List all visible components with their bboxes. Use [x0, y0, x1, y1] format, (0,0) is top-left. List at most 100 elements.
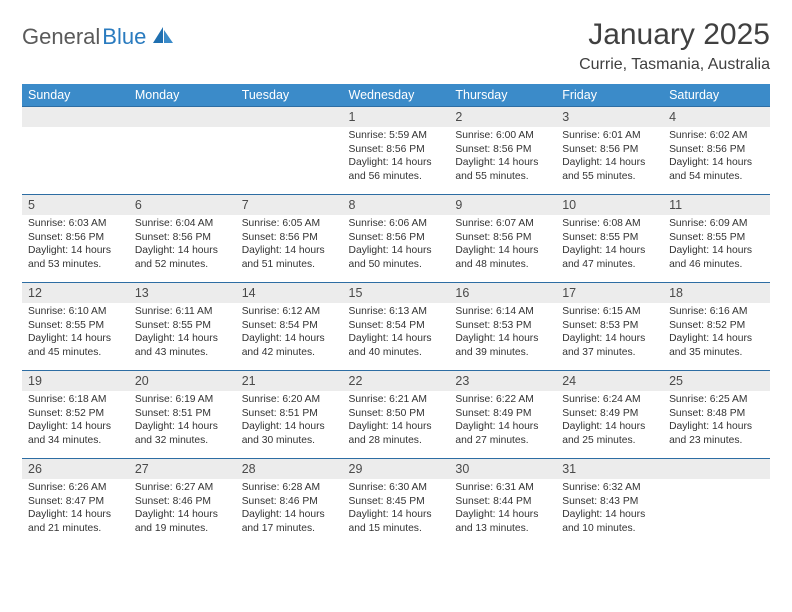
calendar-cell: 26Sunrise: 6:26 AMSunset: 8:47 PMDayligh… [22, 459, 129, 547]
detail-line: Daylight: 14 hours and 19 minutes. [135, 508, 230, 535]
calendar-cell: 24Sunrise: 6:24 AMSunset: 8:49 PMDayligh… [556, 371, 663, 459]
detail-line: Sunset: 8:56 PM [28, 231, 123, 245]
detail-line: Sunset: 8:56 PM [135, 231, 230, 245]
detail-line: Daylight: 14 hours and 54 minutes. [669, 156, 764, 183]
day-details: Sunrise: 6:00 AMSunset: 8:56 PMDaylight:… [449, 127, 556, 187]
calendar-week: 26Sunrise: 6:26 AMSunset: 8:47 PMDayligh… [22, 459, 770, 547]
day-details: Sunrise: 6:12 AMSunset: 8:54 PMDaylight:… [236, 303, 343, 363]
detail-line: Sunrise: 6:06 AM [349, 217, 444, 231]
calendar-cell: 4 Sunrise: 6:02 AMSunset: 8:56 PMDaylight… [663, 107, 770, 195]
detail-line: Sunrise: 6:21 AM [349, 393, 444, 407]
calendar-cell [236, 107, 343, 195]
detail-line: Sunset: 8:48 PM [669, 407, 764, 421]
calendar-cell: 3Sunrise: 6:01 AMSunset: 8:56 PMDaylight… [556, 107, 663, 195]
detail-line: Sunrise: 6:27 AM [135, 481, 230, 495]
detail-line: Sunset: 8:56 PM [242, 231, 337, 245]
day-number: 2 [449, 107, 556, 127]
detail-line: Daylight: 14 hours and 30 minutes. [242, 420, 337, 447]
detail-line: Sunset: 8:51 PM [135, 407, 230, 421]
detail-line: Daylight: 14 hours and 34 minutes. [28, 420, 123, 447]
detail-line: Sunset: 8:53 PM [562, 319, 657, 333]
detail-line: Sunset: 8:53 PM [455, 319, 550, 333]
day-details: Sunrise: 6:28 AMSunset: 8:46 PMDaylight:… [236, 479, 343, 539]
day-details: Sunrise: 6:18 AMSunset: 8:52 PMDaylight:… [22, 391, 129, 451]
logo: General Blue [22, 18, 175, 50]
day-details: Sunrise: 6:10 AMSunset: 8:55 PMDaylight:… [22, 303, 129, 363]
day-number: 11 [663, 195, 770, 215]
calendar-cell: 16Sunrise: 6:14 AMSunset: 8:53 PMDayligh… [449, 283, 556, 371]
detail-line: Daylight: 14 hours and 52 minutes. [135, 244, 230, 271]
detail-line: Sunrise: 6:02 AM [669, 129, 764, 143]
day-details: Sunrise: 6:11 AMSunset: 8:55 PMDaylight:… [129, 303, 236, 363]
detail-line: Daylight: 14 hours and 21 minutes. [28, 508, 123, 535]
calendar-cell: 18Sunrise: 6:16 AMSunset: 8:52 PMDayligh… [663, 283, 770, 371]
weekday-header: Wednesday [343, 84, 450, 107]
detail-line: Sunrise: 6:16 AM [669, 305, 764, 319]
detail-line: Sunrise: 6:28 AM [242, 481, 337, 495]
day-details: Sunrise: 6:32 AMSunset: 8:43 PMDaylight:… [556, 479, 663, 539]
detail-line: Sunrise: 6:10 AM [28, 305, 123, 319]
detail-line: Sunrise: 6:12 AM [242, 305, 337, 319]
detail-line: Sunset: 8:54 PM [349, 319, 444, 333]
detail-line: Daylight: 14 hours and 15 minutes. [349, 508, 444, 535]
logo-text-general: General [22, 24, 100, 50]
detail-line: Daylight: 14 hours and 23 minutes. [669, 420, 764, 447]
calendar-cell: 17Sunrise: 6:15 AMSunset: 8:53 PMDayligh… [556, 283, 663, 371]
day-number: 4 [663, 107, 770, 127]
detail-line: Daylight: 14 hours and 39 minutes. [455, 332, 550, 359]
calendar-cell: 15Sunrise: 6:13 AMSunset: 8:54 PMDayligh… [343, 283, 450, 371]
detail-line: Sunrise: 6:03 AM [28, 217, 123, 231]
detail-line: Sunrise: 6:30 AM [349, 481, 444, 495]
calendar-cell: 31Sunrise: 6:32 AMSunset: 8:43 PMDayligh… [556, 459, 663, 547]
detail-line: Sunrise: 5:59 AM [349, 129, 444, 143]
day-details [663, 479, 770, 485]
day-details: Sunrise: 6:05 AMSunset: 8:56 PMDaylight:… [236, 215, 343, 275]
weekday-header: Saturday [663, 84, 770, 107]
day-number: 5 [22, 195, 129, 215]
day-details: Sunrise: 6:04 AMSunset: 8:56 PMDaylight:… [129, 215, 236, 275]
detail-line: Daylight: 14 hours and 35 minutes. [669, 332, 764, 359]
calendar-cell: 13Sunrise: 6:11 AMSunset: 8:55 PMDayligh… [129, 283, 236, 371]
day-details: Sunrise: 6:31 AMSunset: 8:44 PMDaylight:… [449, 479, 556, 539]
day-number: 26 [22, 459, 129, 479]
calendar-cell: 19Sunrise: 6:18 AMSunset: 8:52 PMDayligh… [22, 371, 129, 459]
detail-line: Daylight: 14 hours and 56 minutes. [349, 156, 444, 183]
day-number: 13 [129, 283, 236, 303]
day-number: 14 [236, 283, 343, 303]
day-number: 30 [449, 459, 556, 479]
detail-line: Daylight: 14 hours and 50 minutes. [349, 244, 444, 271]
calendar-cell: 12Sunrise: 6:10 AMSunset: 8:55 PMDayligh… [22, 283, 129, 371]
calendar-cell [129, 107, 236, 195]
detail-line: Sunrise: 6:20 AM [242, 393, 337, 407]
title-block: January 2025 Currie, Tasmania, Australia [579, 18, 770, 74]
detail-line: Daylight: 14 hours and 13 minutes. [455, 508, 550, 535]
detail-line: Daylight: 14 hours and 51 minutes. [242, 244, 337, 271]
calendar-cell [663, 459, 770, 547]
detail-line: Sunset: 8:44 PM [455, 495, 550, 509]
day-details: Sunrise: 6:14 AMSunset: 8:53 PMDaylight:… [449, 303, 556, 363]
day-details: Sunrise: 6:13 AMSunset: 8:54 PMDaylight:… [343, 303, 450, 363]
logo-text-blue: Blue [102, 24, 146, 50]
detail-line: Sunrise: 6:25 AM [669, 393, 764, 407]
day-details: Sunrise: 6:06 AMSunset: 8:56 PMDaylight:… [343, 215, 450, 275]
calendar-cell: 22Sunrise: 6:21 AMSunset: 8:50 PMDayligh… [343, 371, 450, 459]
detail-line: Sunset: 8:56 PM [455, 143, 550, 157]
detail-line: Sunset: 8:56 PM [669, 143, 764, 157]
day-details: Sunrise: 6:01 AMSunset: 8:56 PMDaylight:… [556, 127, 663, 187]
detail-line: Sunrise: 6:19 AM [135, 393, 230, 407]
detail-line: Daylight: 14 hours and 28 minutes. [349, 420, 444, 447]
detail-line: Sunset: 8:49 PM [455, 407, 550, 421]
calendar-cell: 27Sunrise: 6:27 AMSunset: 8:46 PMDayligh… [129, 459, 236, 547]
weekday-header: Friday [556, 84, 663, 107]
detail-line: Sunset: 8:55 PM [135, 319, 230, 333]
detail-line: Sunrise: 6:32 AM [562, 481, 657, 495]
detail-line: Sunrise: 6:07 AM [455, 217, 550, 231]
day-number [22, 107, 129, 127]
day-details [129, 127, 236, 133]
day-number: 1 [343, 107, 450, 127]
day-number: 31 [556, 459, 663, 479]
calendar-cell: 28Sunrise: 6:28 AMSunset: 8:46 PMDayligh… [236, 459, 343, 547]
day-details: Sunrise: 5:59 AMSunset: 8:56 PMDaylight:… [343, 127, 450, 187]
calendar-cell: 1Sunrise: 5:59 AMSunset: 8:56 PMDaylight… [343, 107, 450, 195]
detail-line: Sunset: 8:55 PM [28, 319, 123, 333]
